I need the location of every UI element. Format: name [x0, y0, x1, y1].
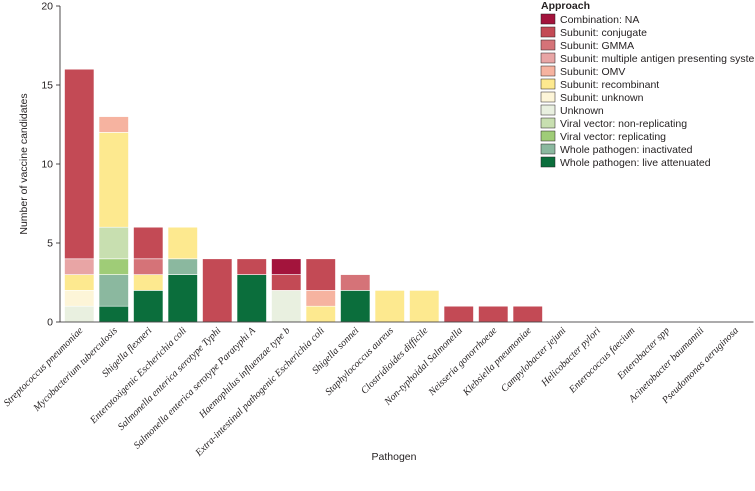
bar-segment-whole-pathogen-live-attenuated: [236, 274, 267, 323]
legend-label-subunit-unknown: Subunit: unknown: [560, 92, 644, 104]
bar-segment-subunit-recombinant: [98, 132, 129, 228]
bar-segment-viral-vector-non-replicating: [98, 226, 129, 260]
bar-segment-whole-pathogen-live-attenuated: [98, 305, 129, 323]
x-category-label: Extra-intestinal pathogenic Escherichia …: [193, 325, 327, 459]
bar-segment-subunit-gmma: [133, 258, 164, 275]
legend-swatch-subunit-unknown: [540, 91, 556, 103]
bar-segment-subunit-conjugate: [512, 305, 543, 323]
bar-segment-subunit-gmma: [340, 274, 371, 291]
bar-segment-subunit-conjugate: [478, 305, 509, 323]
legend-swatch-combination-na: [540, 13, 556, 25]
legend-label-subunit-conjugate: Subunit: conjugate: [560, 27, 647, 39]
bar-segment-subunit-recombinant: [167, 226, 198, 260]
legend-swatch-subunit-gmma: [540, 39, 556, 51]
legend-swatch-whole-pathogen-live-attenuated: [540, 156, 556, 168]
bar-segment-subunit-conjugate: [443, 305, 474, 323]
bar-segment-whole-pathogen-inactivated: [167, 258, 198, 275]
y-tick-label: 15: [41, 80, 53, 92]
bar-segment-subunit-omv: [98, 116, 129, 133]
bar-segment-subunit-conjugate: [271, 274, 302, 291]
bar-segment-subunit-recombinant: [133, 274, 164, 291]
legend-swatch-viral-vector-replicating: [540, 130, 556, 142]
x-category-label: Enterococcus faecium: [567, 325, 638, 396]
legend-label-subunit-multiple-antigen-presenting-system: Subunit: multiple antigen presenting sys…: [560, 53, 755, 65]
x-category-label: Campylobacter jejuni: [499, 325, 568, 394]
bar-segment-subunit-conjugate: [133, 226, 164, 260]
legend-swatch-viral-vector-non-replicating: [540, 117, 556, 129]
bar-segment-subunit-unknown: [64, 290, 95, 307]
legend-label-subunit-omv: Subunit: OMV: [560, 66, 625, 78]
x-category-label: Clostridioides difficile: [359, 325, 431, 397]
bar-segment-unknown: [271, 290, 302, 323]
legend-label-unknown: Unknown: [560, 105, 604, 117]
bar-segment-unknown: [64, 305, 95, 323]
y-tick-label: 20: [41, 1, 53, 13]
bar-segment-whole-pathogen-live-attenuated: [133, 290, 164, 323]
bar-segment-subunit-omv: [305, 290, 336, 307]
legend-label-subunit-gmma: Subunit: GMMA: [560, 40, 634, 52]
bar-segment-subunit-multiple-antigen-presenting-system: [64, 258, 95, 275]
legend-swatch-subunit-omv: [540, 65, 556, 77]
y-tick-label: 0: [47, 317, 53, 329]
y-ticks-group: 0 5 10 15 20: [41, 1, 60, 329]
legend-swatch-subunit-multiple-antigen-presenting-system: [540, 52, 556, 64]
legend-label-subunit-recombinant: Subunit: recombinant: [560, 79, 659, 91]
legend-label-combination-na: Combination: NA: [560, 14, 639, 26]
x-axis-title: Pathogen: [372, 451, 417, 463]
legend-label-whole-pathogen-live-attenuated: Whole pathogen: live attenuated: [560, 157, 711, 169]
y-tick-label: 10: [41, 159, 53, 171]
bar-segment-whole-pathogen-live-attenuated: [167, 274, 198, 323]
bar-segment-subunit-conjugate: [236, 258, 267, 275]
legend-swatch-subunit-recombinant: [540, 78, 556, 90]
x-category-label: Helicobacter pylori: [539, 325, 603, 389]
legend-swatch-subunit-conjugate: [540, 26, 556, 38]
y-axis-title: Number of vaccine candidates: [18, 93, 30, 234]
bar-segment-subunit-conjugate: [202, 258, 233, 323]
legend-label-viral-vector-non-replicating: Viral vector: non-replicating: [560, 118, 687, 130]
bars-group: [64, 68, 543, 323]
bar-segment-combination-na: [271, 258, 302, 275]
bar-segment-subunit-recombinant: [305, 305, 336, 323]
legend-title: Approach: [541, 0, 590, 12]
legend-label-viral-vector-replicating: Viral vector: replicating: [560, 131, 666, 143]
legend-swatch-unknown: [540, 104, 556, 116]
x-category-label: Salmonella enterica serotype Paratyphi A: [132, 325, 259, 452]
bar-segment-whole-pathogen-live-attenuated: [340, 290, 371, 323]
legend-label-whole-pathogen-inactivated: Whole pathogen: inactivated: [560, 144, 693, 156]
y-tick-label: 5: [47, 238, 53, 250]
bar-segment-subunit-conjugate: [305, 258, 336, 291]
bar-segment-viral-vector-replicating: [98, 258, 129, 275]
bar-segment-subunit-recombinant: [64, 274, 95, 291]
bar-segment-whole-pathogen-inactivated: [98, 274, 129, 307]
bar-segment-subunit-recombinant: [409, 290, 440, 323]
bar-segment-subunit-conjugate: [64, 68, 95, 260]
bar-segment-subunit-recombinant: [374, 290, 405, 323]
legend-swatch-whole-pathogen-inactivated: [540, 143, 556, 155]
